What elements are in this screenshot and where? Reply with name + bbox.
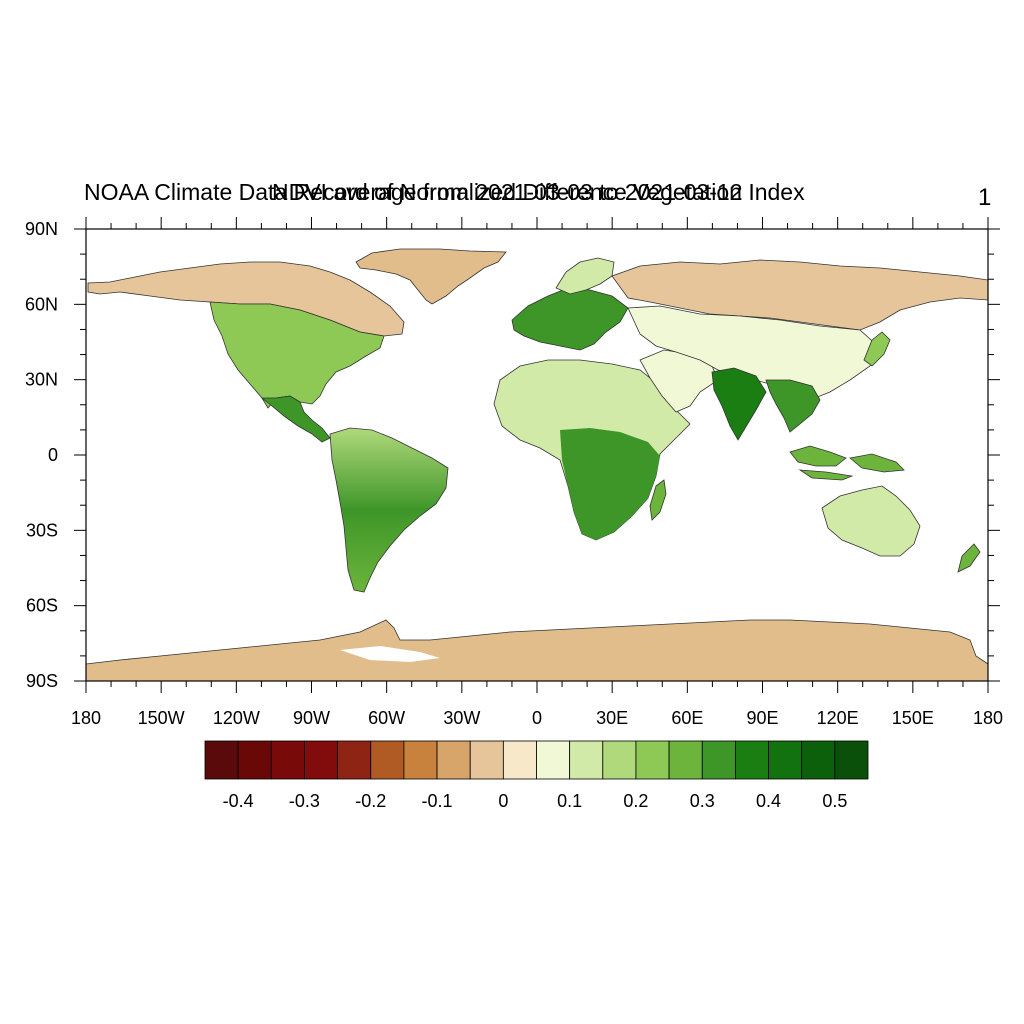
colorbar-box	[635, 740, 670, 780]
colorbar-label: -0.4	[223, 791, 254, 811]
land-africa-vegetated	[560, 428, 660, 540]
land-scandinavia	[555, 257, 615, 295]
land-madagascar	[649, 479, 667, 521]
colorbar-label: 0.1	[557, 791, 582, 811]
land-australia	[821, 485, 921, 557]
colorbar-label: -0.1	[422, 791, 453, 811]
colorbar-label: -0.3	[289, 791, 320, 811]
colorbar-box	[536, 740, 571, 780]
lon-label: 180	[71, 708, 101, 728]
longitude-ticks	[85, 217, 989, 693]
colorbar-label: 0.4	[756, 791, 781, 811]
lat-label: 60S	[26, 596, 58, 616]
colorbar-box	[735, 740, 769, 780]
land-europe	[511, 287, 629, 351]
colorbar-box	[337, 740, 372, 780]
lon-label: 150W	[138, 708, 185, 728]
land-southeast-asia	[765, 379, 821, 433]
lat-label: 0	[48, 445, 58, 465]
land-greenland	[355, 248, 507, 305]
colorbar-box	[569, 740, 604, 780]
colorbar-label: 0.5	[822, 791, 847, 811]
colorbar-box	[768, 740, 803, 780]
latitude-labels: 90N 60N 30N 0 30S 60S 90S	[25, 219, 58, 691]
lon-label: 90W	[293, 708, 330, 728]
land-asia-north	[611, 259, 988, 331]
land-south-america	[329, 427, 449, 593]
left-title: NOAA Climate Data Record of Normalized D…	[84, 179, 805, 205]
land-india	[711, 367, 767, 441]
lon-label: 150E	[892, 708, 934, 728]
lon-label: 60W	[368, 708, 405, 728]
land-indonesia	[789, 445, 905, 481]
land-north-america	[209, 301, 385, 409]
center-title: NDVI average from 2021-03-03 to 2021-03-…	[272, 179, 743, 205]
colorbar-box	[237, 740, 272, 780]
colorbar-box	[436, 740, 471, 780]
land-asia-central	[627, 305, 881, 401]
colorbar-box	[502, 740, 537, 780]
lon-label: 120E	[817, 708, 859, 728]
lat-label: 60N	[25, 294, 58, 314]
colorbar-box	[304, 740, 339, 780]
lon-label: 0	[532, 708, 542, 728]
colorbar-box	[834, 740, 869, 780]
colorbar-box	[701, 740, 736, 780]
lon-label: 180	[973, 708, 1003, 728]
land-new-zealand	[957, 543, 981, 573]
latitude-ticks	[74, 228, 1000, 682]
colorbar-box	[270, 740, 305, 780]
antarctica-ice-shelf	[340, 646, 440, 662]
colorbar-label: 0	[498, 791, 508, 811]
colorbar-box	[370, 740, 405, 780]
colorbar-labels: -0.4 -0.3 -0.2 -0.1 0 0.1 0.2 0.3 0.4 0.5	[223, 791, 848, 811]
lat-label: 30N	[25, 370, 58, 390]
colorbar-box	[801, 740, 836, 780]
page-number: 1	[978, 184, 992, 211]
land-japan	[863, 331, 891, 367]
colorbar-box	[602, 740, 637, 780]
colorbar-box	[204, 740, 239, 780]
colorbar	[204, 740, 869, 780]
colorbar-box	[403, 740, 438, 780]
colorbar-label: 0.3	[690, 791, 715, 811]
lon-label: 30E	[596, 708, 628, 728]
lon-label: 120W	[213, 708, 260, 728]
lat-label: 30S	[26, 520, 58, 540]
lat-label: 90N	[25, 219, 58, 239]
land-central-america	[260, 395, 331, 443]
colorbar-label: 0.2	[623, 791, 648, 811]
land-antarctica	[86, 619, 988, 681]
lon-label: 60E	[671, 708, 703, 728]
lon-label: 90E	[746, 708, 778, 728]
colorbar-box	[668, 740, 703, 780]
colorbar-box	[469, 740, 504, 780]
colorbar-label: -0.2	[355, 791, 386, 811]
longitude-labels: 180 150W 120W 90W 60W 30W 0 30E 60E 90E 120E 150E 18…	[71, 708, 1003, 728]
land-north-america-north	[87, 261, 405, 337]
lon-label: 30W	[443, 708, 480, 728]
lat-label: 90S	[26, 671, 58, 691]
